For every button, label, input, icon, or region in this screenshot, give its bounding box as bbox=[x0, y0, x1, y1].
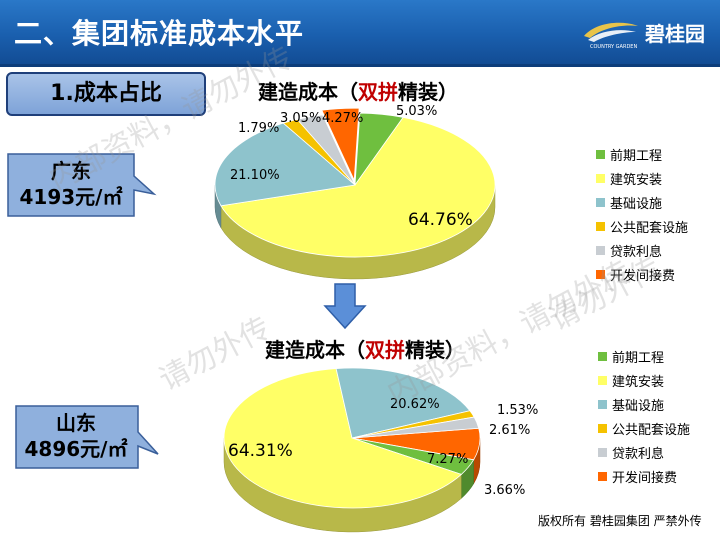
legend-label: 贷款利息 bbox=[610, 244, 663, 260]
data-label: 3.66% bbox=[484, 483, 526, 498]
logo-subtext: COUNTRY GARDEN bbox=[590, 44, 637, 50]
legend-label: 公共配套设施 bbox=[612, 422, 691, 438]
legend-swatch bbox=[598, 375, 607, 385]
legend-label: 前期工程 bbox=[612, 350, 665, 366]
data-label: 3.05% bbox=[280, 111, 322, 126]
legend-swatch bbox=[598, 351, 607, 361]
chart-title-prefix: 建造成本（ bbox=[258, 80, 358, 104]
chart-title-prefix: 建造成本（ bbox=[265, 338, 365, 362]
legend-swatch bbox=[596, 197, 605, 207]
legend-item: 建筑安装 bbox=[596, 166, 688, 190]
legend-swatch bbox=[596, 245, 605, 255]
legend-swatch bbox=[596, 173, 605, 183]
legend-bottom: 前期工程建筑安装基础设施公共配套设施 贷款利息开发间接费 bbox=[598, 344, 690, 488]
chart-title-suffix: 精装） bbox=[398, 80, 458, 104]
chart-title-highlight: 双拼 bbox=[365, 338, 405, 362]
callout-shape bbox=[15, 405, 159, 469]
data-label: 7.27% bbox=[427, 452, 469, 467]
region-name: 广东 bbox=[51, 159, 91, 183]
legend-label: 基础设施 bbox=[612, 398, 665, 414]
chart-title-bottom: 建造成本（双拼精装） bbox=[265, 334, 465, 363]
legend-swatch bbox=[598, 471, 607, 481]
page-title: 二、集团标准成本水平 bbox=[14, 17, 305, 50]
legend-swatch bbox=[596, 221, 605, 231]
pie-slice bbox=[214, 122, 356, 207]
callout-shape bbox=[7, 153, 157, 217]
pie-slice bbox=[321, 107, 360, 181]
legend-item: 贷款利息 bbox=[598, 440, 690, 464]
data-label: 21.10% bbox=[230, 168, 280, 183]
legend-swatch bbox=[598, 423, 607, 433]
data-label: 64.31% bbox=[228, 441, 293, 461]
legend-item: 公共配套设施 bbox=[596, 214, 688, 238]
legend-label: 建筑安装 bbox=[610, 172, 663, 188]
brand-name: 碧桂园 bbox=[645, 22, 705, 46]
legend-item: 开发间接费 bbox=[596, 262, 688, 286]
legend-item: 建筑安装 bbox=[598, 368, 690, 392]
legend-swatch bbox=[596, 269, 605, 279]
legend-label: 贷款利息 bbox=[612, 446, 665, 462]
data-label: 2.61% bbox=[489, 423, 531, 438]
pie-slice bbox=[335, 367, 471, 439]
footer-copyright: 版权所有 碧桂园集团 严禁外传 bbox=[538, 514, 702, 528]
data-label: 5.03% bbox=[396, 104, 438, 119]
legend-swatch bbox=[596, 149, 605, 159]
legend-label: 基础设施 bbox=[610, 196, 663, 212]
legend-item: 前期工程 bbox=[598, 344, 690, 368]
chart-title-highlight: 双拼 bbox=[358, 80, 398, 104]
data-label: 4.27% bbox=[322, 111, 364, 126]
legend-item: 公共配套设施 bbox=[598, 416, 690, 440]
legend-swatch bbox=[598, 447, 607, 457]
legend-label: 开发间接费 bbox=[612, 470, 678, 486]
data-label: 1.53% bbox=[497, 403, 539, 418]
header-bar: 二、集团标准成本水平 COUNTRY GARDEN 碧桂园 bbox=[0, 0, 720, 64]
chart-title-suffix: 精装） bbox=[405, 338, 465, 362]
pie-slice bbox=[223, 368, 463, 509]
legend-swatch bbox=[598, 399, 607, 409]
down-arrow-icon bbox=[323, 283, 367, 330]
legend-item: 贷款利息 bbox=[596, 238, 688, 262]
legend-item: 前期工程 bbox=[596, 142, 688, 166]
legend-top: 前期工程建筑安装基础设施公共配套设施 贷款利息开发间接费 bbox=[596, 142, 688, 286]
legend-item: 基础设施 bbox=[596, 190, 688, 214]
chart-title-top: 建造成本（双拼精装） bbox=[258, 76, 458, 105]
brand-logo-icon: COUNTRY GARDEN bbox=[584, 22, 638, 50]
data-label: 20.62% bbox=[390, 397, 440, 412]
data-label: 1.79% bbox=[238, 121, 280, 136]
region-cost: 4193元/㎡ bbox=[19, 185, 123, 209]
pie-slice bbox=[296, 114, 356, 186]
legend-label: 公共配套设施 bbox=[610, 220, 689, 236]
legend-label: 前期工程 bbox=[610, 148, 663, 164]
pie-slice bbox=[220, 116, 496, 258]
legend-item: 基础设施 bbox=[598, 392, 690, 416]
legend-item: 开发间接费 bbox=[598, 464, 690, 488]
legend-label: 建筑安装 bbox=[612, 374, 665, 390]
section-label: 1.成本占比 bbox=[6, 72, 206, 116]
legend-label: 开发间接费 bbox=[610, 268, 676, 284]
pie-slice bbox=[351, 416, 480, 439]
region-cost: 4896元/㎡ bbox=[24, 437, 128, 461]
region-name: 山东 bbox=[56, 411, 96, 435]
data-label: 64.76% bbox=[408, 210, 473, 230]
header-divider bbox=[0, 64, 720, 67]
